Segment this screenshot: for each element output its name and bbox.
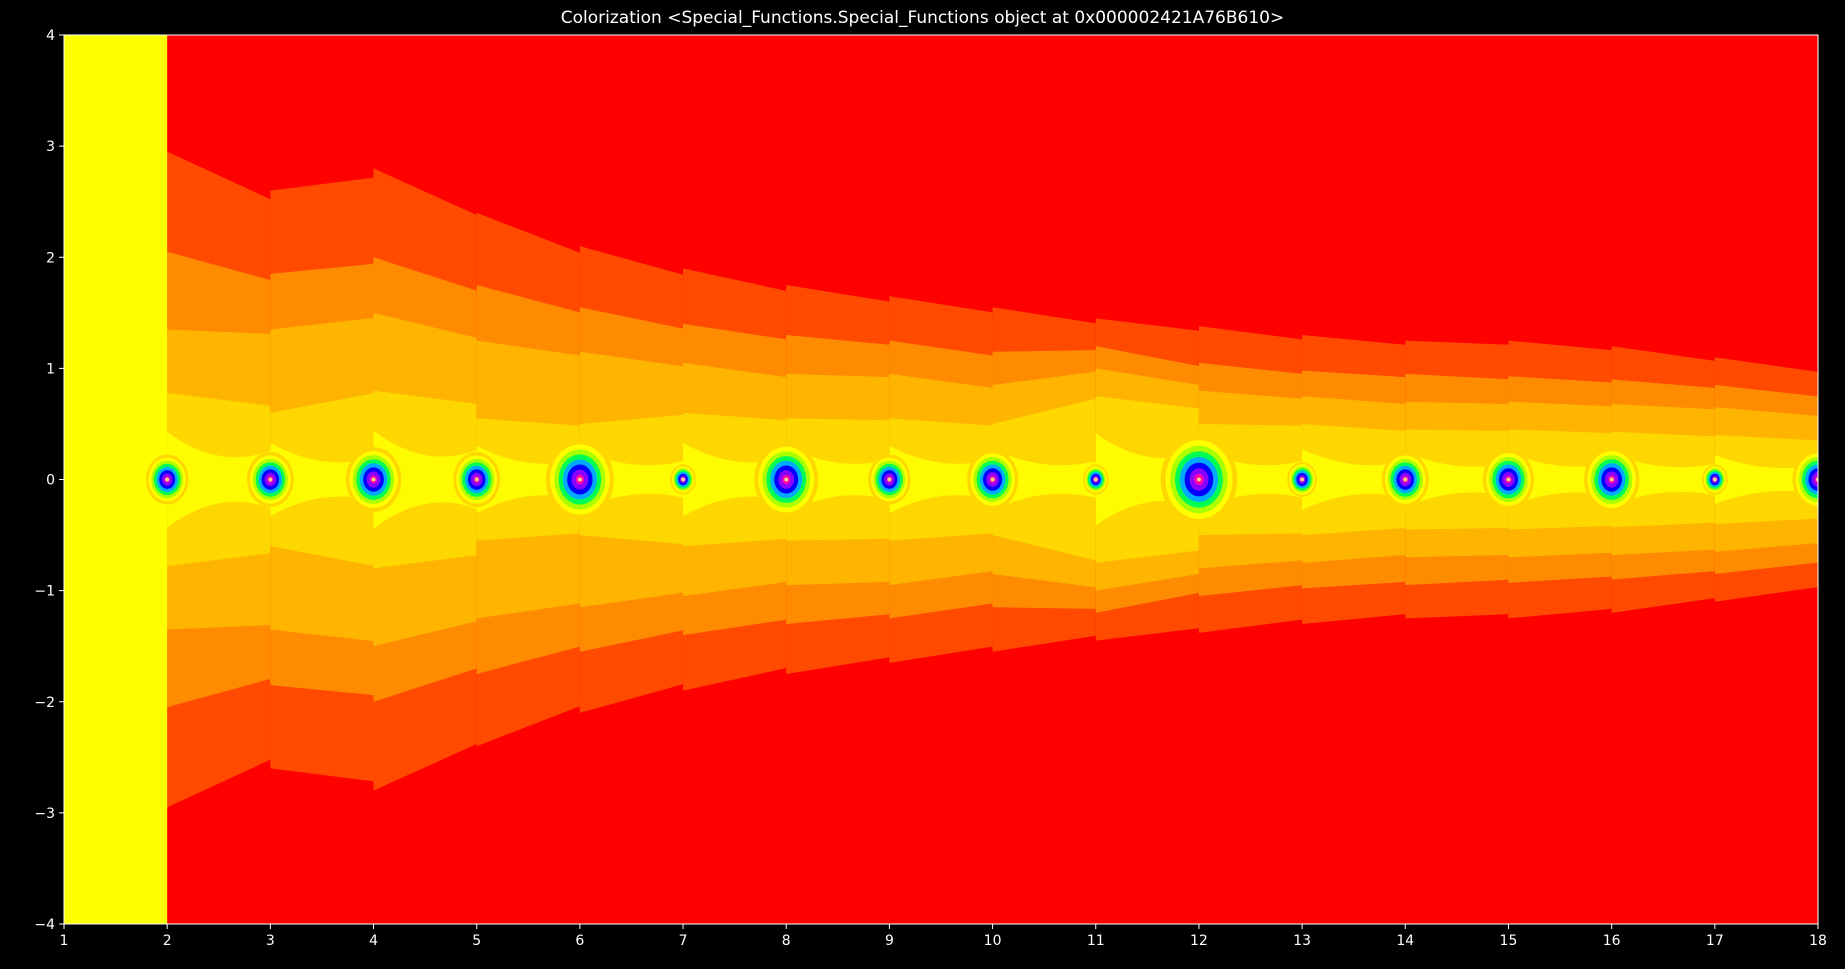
pole-center bbox=[371, 477, 376, 482]
pole-6 bbox=[545, 439, 614, 520]
center-lens bbox=[1508, 451, 1612, 508]
y-tick-label: −3 bbox=[34, 806, 55, 822]
y-tick-label: 3 bbox=[46, 139, 55, 155]
pole-center bbox=[165, 477, 170, 482]
center-lens bbox=[1611, 453, 1715, 506]
y-tick-label: −4 bbox=[34, 917, 55, 933]
y-tick-label: 0 bbox=[46, 473, 55, 489]
pole-center bbox=[1506, 477, 1511, 482]
pole-17 bbox=[1702, 464, 1728, 495]
pole-18 bbox=[1792, 449, 1818, 510]
pole-16 bbox=[1584, 447, 1640, 512]
center-lens bbox=[683, 442, 787, 517]
pole-center bbox=[474, 477, 479, 482]
pole-7 bbox=[670, 464, 696, 495]
plot-area bbox=[64, 35, 1818, 924]
x-tick-label: 14 bbox=[1396, 933, 1414, 949]
pole-center bbox=[1196, 477, 1201, 482]
y-tick-label: 2 bbox=[46, 250, 55, 266]
center-lens bbox=[1405, 451, 1509, 508]
center-lens bbox=[992, 448, 1096, 511]
center-lens bbox=[889, 445, 993, 514]
pole-center bbox=[1712, 477, 1717, 482]
x-tick-label: 3 bbox=[266, 933, 275, 949]
chart-title: Colorization <Special_Functions.Special_… bbox=[560, 8, 1285, 28]
pole-9 bbox=[868, 454, 911, 505]
pole-12 bbox=[1160, 434, 1238, 525]
center-lens bbox=[476, 445, 580, 514]
center-lens bbox=[270, 442, 374, 517]
x-tick-label: 16 bbox=[1603, 933, 1621, 949]
pole-11 bbox=[1083, 464, 1109, 495]
pole-center bbox=[1609, 477, 1614, 482]
pole-center bbox=[784, 477, 789, 482]
x-tick-label: 4 bbox=[369, 933, 378, 949]
y-tick-label: −2 bbox=[34, 695, 55, 711]
pole-center bbox=[681, 477, 686, 482]
center-lens bbox=[1302, 448, 1406, 511]
pole-center bbox=[1093, 477, 1098, 482]
x-tick-label: 11 bbox=[1087, 933, 1105, 949]
x-tick-label: 2 bbox=[163, 933, 172, 949]
pole-13 bbox=[1287, 462, 1317, 497]
y-tick-label: 4 bbox=[46, 28, 55, 44]
x-tick-label: 9 bbox=[885, 933, 894, 949]
x-tick-label: 8 bbox=[782, 933, 791, 949]
pole-center bbox=[1300, 477, 1305, 482]
pole-center bbox=[990, 477, 995, 482]
x-tick-label: 15 bbox=[1500, 933, 1518, 949]
pole-center bbox=[577, 477, 582, 482]
pole-8 bbox=[754, 442, 819, 517]
pole-4 bbox=[345, 447, 402, 512]
y-tick-label: 1 bbox=[46, 361, 55, 377]
y-tick-label: −1 bbox=[34, 584, 55, 600]
pole-center bbox=[887, 477, 892, 482]
pole-15 bbox=[1482, 449, 1534, 510]
pole-center bbox=[1403, 477, 1408, 482]
pole-3 bbox=[246, 452, 294, 507]
pole-5 bbox=[453, 452, 501, 507]
x-tick-label: 13 bbox=[1293, 933, 1311, 949]
x-tick-label: 1 bbox=[60, 933, 69, 949]
x-tick-label: 12 bbox=[1190, 933, 1208, 949]
center-lens bbox=[373, 430, 477, 529]
x-tick-label: 7 bbox=[679, 933, 688, 949]
pole-center bbox=[268, 477, 273, 482]
x-tick-label: 18 bbox=[1809, 933, 1827, 949]
center-lens bbox=[1714, 455, 1818, 504]
pole-14 bbox=[1381, 452, 1429, 507]
pole-2 bbox=[145, 454, 189, 505]
x-tick-label: 5 bbox=[472, 933, 481, 949]
x-tick-label: 6 bbox=[575, 933, 584, 949]
x-tick-label: 17 bbox=[1706, 933, 1724, 949]
center-lens bbox=[1095, 433, 1199, 526]
x-tick-label: 10 bbox=[984, 933, 1002, 949]
center-lens bbox=[167, 431, 271, 528]
pole-10 bbox=[967, 449, 1019, 510]
